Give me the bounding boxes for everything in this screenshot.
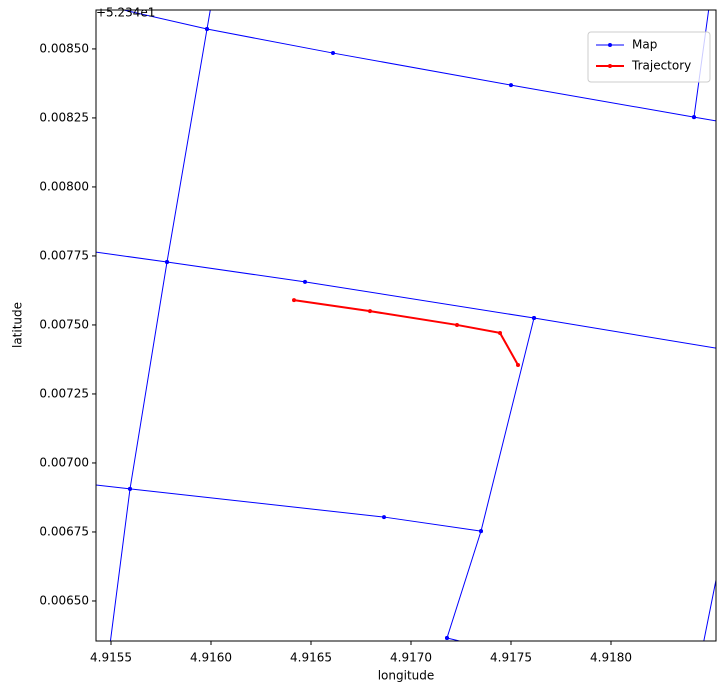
point-marker (128, 486, 132, 491)
y-tick-label: 0.00700 (39, 455, 89, 469)
y-tick-label: 0.00850 (39, 41, 89, 55)
plot-area (58, 0, 722, 662)
y-tick-label: 0.00750 (39, 317, 89, 331)
point-marker (478, 644, 482, 648)
legend-marker (608, 43, 612, 47)
point-marker (303, 279, 307, 284)
x-tick-label: 4.9160 (190, 651, 232, 665)
x-tick-label: 4.9180 (590, 651, 632, 665)
series-line (96, 10, 716, 641)
y-tick-label: 0.00775 (39, 248, 89, 262)
point-marker (368, 309, 372, 314)
point-marker (210, 0, 214, 2)
point-marker (479, 529, 483, 534)
x-tick-label: 4.9165 (290, 651, 332, 665)
y-axis-label: latitude (11, 302, 25, 348)
point-marker (292, 298, 296, 303)
legend-label: Trajectory (631, 59, 691, 73)
point-marker (532, 316, 536, 321)
point-marker (516, 362, 520, 367)
point-marker (445, 635, 449, 640)
offset-label: +5.234e1 (96, 6, 155, 20)
point-marker (509, 83, 513, 88)
point-marker (692, 115, 696, 120)
y-tick-label: 0.00825 (39, 110, 89, 124)
y-tick-label: 0.00675 (39, 524, 89, 538)
y-tick-label: 0.00725 (39, 386, 89, 400)
x-tick-label: 4.9155 (90, 651, 132, 665)
legend-label: Map (632, 38, 657, 52)
x-tick-label: 4.9170 (390, 651, 432, 665)
legend-marker (608, 64, 612, 68)
point-marker (78, 0, 82, 2)
y-tick-label: 0.00650 (39, 593, 89, 607)
x-tick-label: 4.9175 (490, 651, 532, 665)
point-marker (498, 330, 502, 335)
point-marker (165, 260, 169, 265)
point-marker (205, 27, 209, 32)
y-tick-label: 0.00800 (39, 179, 89, 193)
axes-frame (95, 9, 717, 642)
point-marker (708, 0, 712, 2)
point-marker (455, 322, 459, 327)
point-marker (382, 515, 386, 520)
x-axis-label: longitude (378, 669, 435, 683)
point-marker (698, 658, 702, 662)
point-marker (58, 479, 62, 483)
point-marker (331, 51, 335, 56)
point-marker (718, 558, 722, 562)
